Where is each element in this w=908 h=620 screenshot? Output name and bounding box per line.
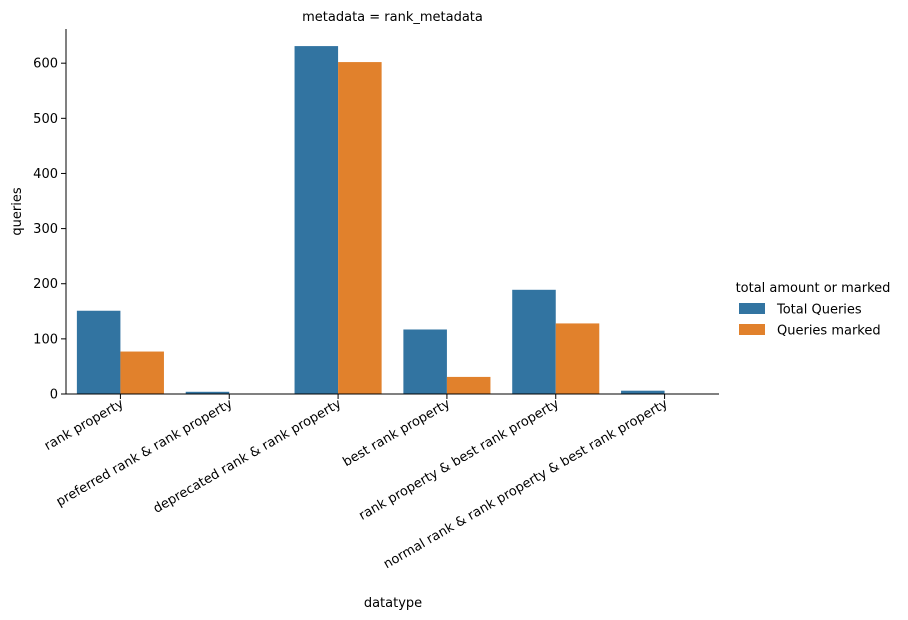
bar-queries-marked-4: [555, 323, 600, 394]
y-tick-label: 500: [33, 112, 58, 127]
y-tick-label: 200: [33, 277, 58, 292]
bar-queries-marked-3: [446, 376, 491, 394]
y-tick-label: 600: [33, 57, 58, 72]
x-tick-label: preferred rank & rank property: [54, 396, 236, 510]
legend-swatch: [739, 324, 765, 335]
legend-title: total amount or marked: [736, 281, 891, 296]
bar-queries-marked-2: [338, 62, 382, 394]
y-tick-label: 0: [50, 388, 58, 403]
x-tick-label: deprecated rank & rank property: [151, 396, 345, 516]
x-tick-label: rank property & best rank property: [356, 396, 562, 523]
legend: total amount or marked Total Queries Quer…: [736, 281, 891, 339]
x-tick-label: rank property: [42, 396, 127, 454]
x-tick-label: best rank property: [341, 396, 454, 470]
bar-total-queries-0: [76, 310, 121, 394]
legend-label: Queries marked: [777, 324, 881, 339]
legend-swatch: [739, 303, 765, 314]
bar-total-queries-3: [403, 329, 447, 394]
bar-total-queries-5: [621, 390, 665, 394]
chart-title: metadata = rank_metadata: [302, 10, 483, 25]
y-tick-label: 300: [33, 222, 58, 237]
y-axis-title: queries: [10, 187, 25, 235]
x-axis-title: datatype: [364, 596, 422, 611]
y-tick-label: 400: [33, 167, 58, 182]
bar-queries-marked-0: [120, 351, 164, 394]
bars-group: [76, 46, 665, 395]
bar-total-queries-2: [294, 46, 339, 395]
bar-total-queries-4: [512, 289, 556, 394]
legend-label: Total Queries: [776, 303, 862, 318]
y-axis: 0 100 200 300 400 500 600: [33, 29, 67, 403]
bar-total-queries-1: [185, 391, 230, 394]
y-tick-label: 100: [33, 332, 58, 347]
